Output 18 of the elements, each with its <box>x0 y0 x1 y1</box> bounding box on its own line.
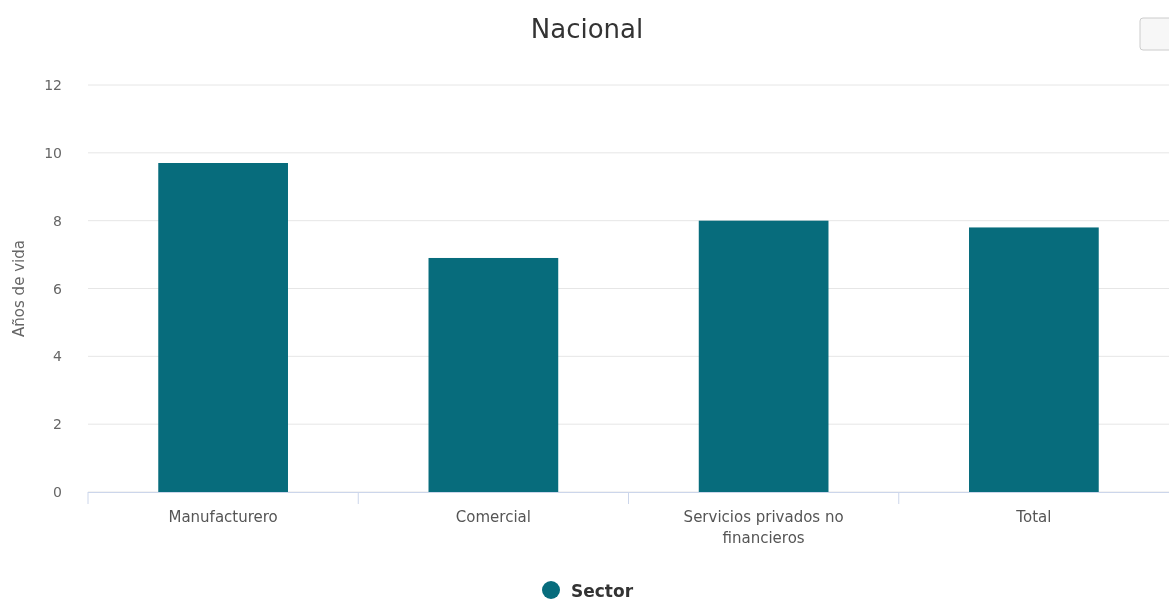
y-tick-label: 0 <box>53 484 62 500</box>
y-axis-title: Años de vida <box>10 240 28 337</box>
x-tick-label: Servicios privados no financieros <box>683 508 844 547</box>
y-tick-label: 4 <box>53 348 63 365</box>
legend-label: Sector <box>571 581 634 601</box>
bar <box>158 163 288 492</box>
y-tick-label: 2 <box>53 416 62 433</box>
bar <box>698 220 829 492</box>
bar <box>428 257 559 492</box>
x-tick-label: Comercial <box>455 508 531 526</box>
x-tick-label: Manufacturero <box>168 508 278 526</box>
bar <box>969 227 1099 492</box>
y-tick-label: 10 <box>44 144 62 161</box>
x-tick-label: Total <box>1015 508 1052 526</box>
y-tick-label: 12 <box>44 77 62 93</box>
chart-title: Nacional <box>530 14 644 44</box>
y-tick-label: 8 <box>53 212 62 229</box>
y-tick-label: 6 <box>53 280 63 297</box>
